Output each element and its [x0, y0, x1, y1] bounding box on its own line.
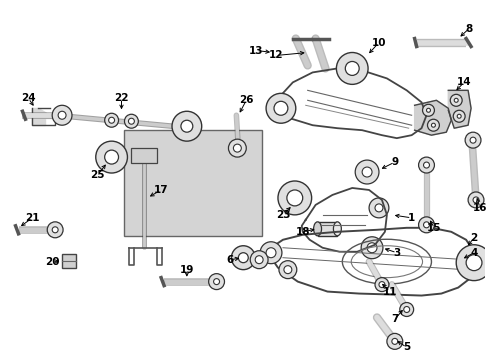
Text: 20: 20	[45, 257, 60, 267]
Bar	[317, 222, 337, 236]
Circle shape	[124, 114, 138, 128]
Circle shape	[104, 150, 118, 164]
Circle shape	[265, 248, 275, 258]
Circle shape	[455, 245, 488, 280]
Circle shape	[391, 338, 397, 345]
Text: 21: 21	[25, 213, 40, 223]
Circle shape	[465, 255, 481, 271]
Text: 3: 3	[392, 248, 400, 258]
Text: 10: 10	[371, 37, 386, 48]
Bar	[62, 254, 76, 268]
Circle shape	[228, 139, 246, 157]
Circle shape	[208, 274, 224, 289]
Text: 6: 6	[226, 255, 234, 265]
Circle shape	[260, 242, 282, 264]
Polygon shape	[414, 100, 450, 135]
Circle shape	[366, 243, 376, 253]
Circle shape	[278, 261, 296, 279]
Circle shape	[472, 197, 478, 203]
Circle shape	[255, 256, 263, 264]
Circle shape	[453, 98, 457, 102]
Text: 19: 19	[179, 265, 194, 275]
Text: 18: 18	[295, 227, 309, 237]
Circle shape	[374, 204, 382, 212]
Circle shape	[336, 53, 367, 84]
Text: 2: 2	[469, 233, 477, 243]
Bar	[131, 148, 157, 163]
Circle shape	[467, 192, 483, 208]
Circle shape	[386, 333, 402, 349]
Text: 14: 14	[456, 77, 470, 87]
Text: 16: 16	[472, 203, 486, 213]
Text: 26: 26	[239, 95, 253, 105]
Circle shape	[238, 253, 248, 263]
Circle shape	[452, 110, 464, 122]
Circle shape	[52, 227, 58, 233]
Circle shape	[378, 282, 384, 288]
Text: 23: 23	[275, 210, 289, 220]
Bar	[124, 130, 262, 235]
Circle shape	[399, 302, 413, 316]
Polygon shape	[32, 108, 55, 125]
Text: 4: 4	[469, 248, 477, 258]
Text: 22: 22	[114, 93, 128, 103]
Circle shape	[362, 167, 371, 177]
Circle shape	[423, 162, 428, 168]
Circle shape	[96, 141, 127, 173]
Circle shape	[361, 237, 382, 259]
Circle shape	[374, 278, 388, 292]
Circle shape	[464, 132, 480, 148]
Text: 12: 12	[268, 50, 283, 60]
Circle shape	[430, 123, 434, 127]
Text: 9: 9	[390, 157, 398, 167]
Circle shape	[368, 198, 388, 218]
Circle shape	[345, 62, 358, 75]
Text: 13: 13	[248, 45, 263, 55]
Circle shape	[181, 120, 192, 132]
Text: 5: 5	[402, 342, 409, 352]
Circle shape	[423, 222, 428, 228]
Text: 8: 8	[465, 24, 472, 33]
Circle shape	[422, 104, 433, 116]
Circle shape	[418, 157, 433, 173]
Text: 11: 11	[382, 287, 396, 297]
Circle shape	[231, 246, 255, 270]
Circle shape	[233, 144, 241, 152]
Circle shape	[52, 105, 72, 125]
Circle shape	[286, 190, 302, 206]
Circle shape	[449, 94, 461, 106]
Circle shape	[418, 217, 433, 233]
Ellipse shape	[333, 222, 341, 236]
Circle shape	[213, 279, 219, 285]
Text: 25: 25	[90, 170, 105, 180]
Text: 24: 24	[21, 93, 36, 103]
Text: 15: 15	[427, 223, 441, 233]
Circle shape	[354, 160, 378, 184]
Circle shape	[104, 113, 118, 127]
Circle shape	[172, 111, 202, 141]
Circle shape	[284, 266, 291, 274]
Circle shape	[456, 114, 460, 118]
Text: 7: 7	[390, 314, 398, 324]
Circle shape	[403, 306, 409, 312]
Circle shape	[58, 111, 66, 119]
Circle shape	[469, 137, 475, 143]
Circle shape	[426, 108, 429, 112]
Text: 1: 1	[407, 213, 414, 223]
Text: 17: 17	[154, 185, 168, 195]
Circle shape	[108, 117, 114, 123]
Ellipse shape	[313, 222, 321, 236]
Circle shape	[47, 222, 63, 238]
Circle shape	[265, 93, 295, 123]
Circle shape	[128, 118, 134, 124]
Circle shape	[273, 101, 287, 115]
Polygon shape	[447, 90, 470, 128]
Circle shape	[277, 181, 311, 215]
Circle shape	[427, 119, 439, 131]
Circle shape	[250, 251, 267, 269]
